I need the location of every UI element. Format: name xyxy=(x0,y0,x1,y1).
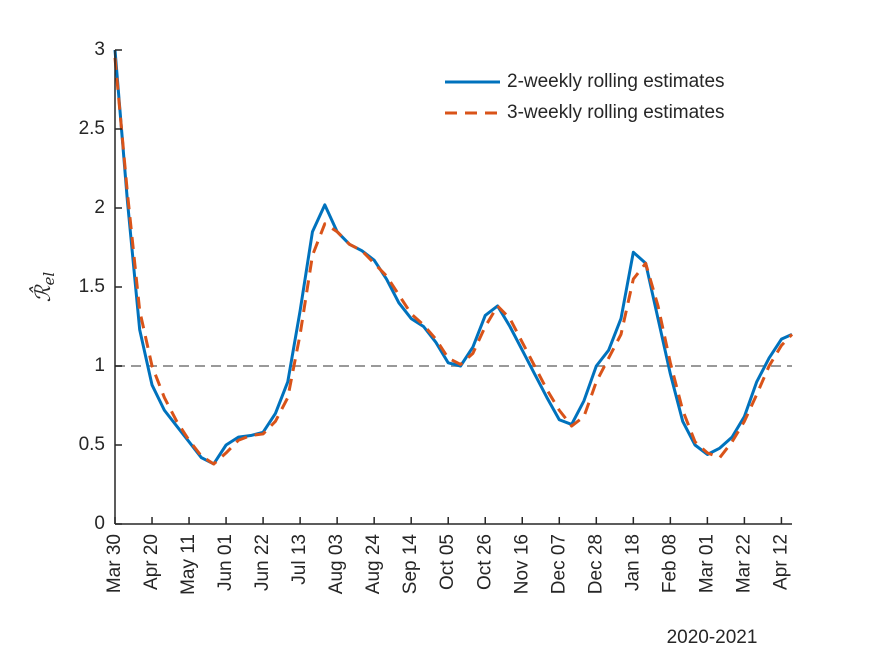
x-tick-label: Jan 18 xyxy=(622,534,643,591)
y-tick-label: 0 xyxy=(94,513,105,534)
y-tick-label: 1 xyxy=(94,355,105,376)
y-tick-label: 3 xyxy=(94,39,105,60)
x-tick-label: Mar 01 xyxy=(696,534,717,593)
y-tick-label: 0.5 xyxy=(79,434,105,455)
line-series xyxy=(113,57,794,466)
x-tick-label: Apr 12 xyxy=(770,534,791,590)
x-tick-label: Apr 20 xyxy=(141,534,162,590)
y-axis-label-sub: el xyxy=(40,272,58,286)
x-tick-label: May 11 xyxy=(178,534,199,595)
x-tick-label: Aug 24 xyxy=(363,534,384,595)
x-tick-label: Jun 01 xyxy=(215,534,236,591)
x-tick-label: Jul 13 xyxy=(289,534,310,585)
x-axis-label: 2020-2021 xyxy=(667,627,758,648)
x-tick-label: Sep 14 xyxy=(400,534,421,595)
legend-label: 2-weekly rolling estimates xyxy=(507,71,725,92)
y-axis-label: ℛ̂el xyxy=(29,272,58,303)
x-tick-label: Mar 22 xyxy=(733,534,754,593)
line-series xyxy=(113,49,793,466)
legend-label: 3-weekly rolling estimates xyxy=(507,102,725,123)
x-tick-label: Aug 03 xyxy=(326,534,347,594)
x-tick-label: Oct 05 xyxy=(437,534,458,590)
x-tick-label: Feb 08 xyxy=(659,534,680,593)
x-tick-label: Oct 26 xyxy=(474,534,495,590)
x-tick-label: Dec 07 xyxy=(548,534,569,594)
y-tick-label: 2.5 xyxy=(79,118,105,139)
x-tick-label: Jun 22 xyxy=(252,534,273,591)
x-tick-label: Dec 28 xyxy=(585,534,606,594)
x-tick-label: Nov 16 xyxy=(511,534,532,594)
x-tick-label: Mar 30 xyxy=(104,534,125,593)
y-tick-label: 1.5 xyxy=(79,276,105,297)
y-axis-label-main: ℛ̂ xyxy=(29,284,55,302)
y-tick-label: 2 xyxy=(94,197,105,218)
